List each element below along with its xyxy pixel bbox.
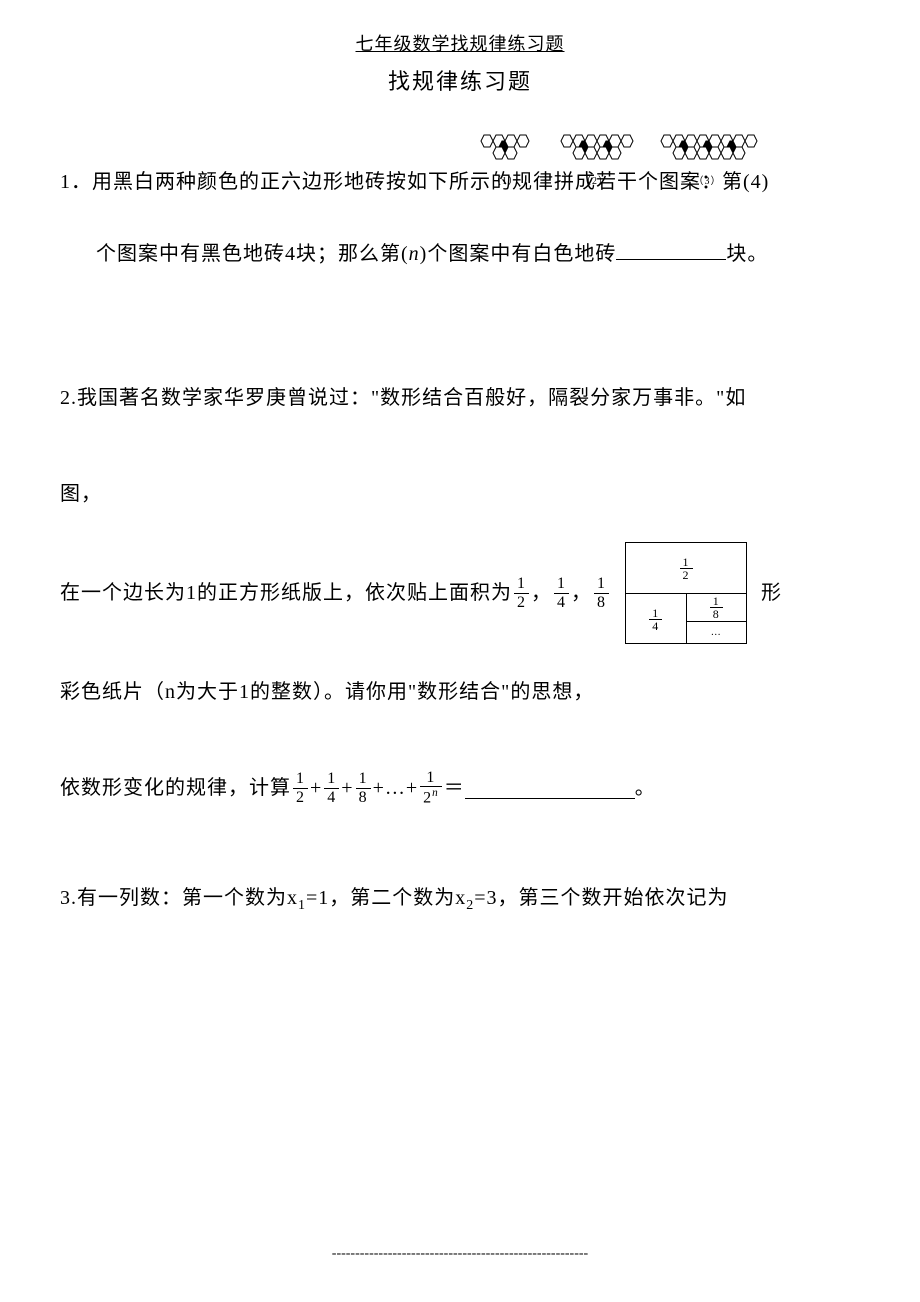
problem-2: 2.我国著名数学家华罗庚曾说过："数形结合百般好，隔裂分家万事非。"如 图， 在… <box>60 350 860 836</box>
problem-text: 图， <box>60 483 102 505</box>
fraction-half: 12 <box>293 770 308 806</box>
hexagon-diagram-icon <box>475 131 535 161</box>
problem-1-line2: 个图案中有黑色地砖4块；那么第(n)个图案中有白色地砖 块。 <box>60 218 860 290</box>
square-bottom: 14 18 … <box>626 594 746 644</box>
problem-text: =1，第二个数为x <box>306 887 466 909</box>
problem-number: 1． <box>60 171 92 193</box>
running-header: 七年级数学找规律练习题 <box>60 30 860 56</box>
figure-label: （3） <box>694 164 722 200</box>
problem-2-line3: 彩色纸片（n为大于1的整数）。请你用"数形结合"的思想， <box>60 644 860 740</box>
problem-text: 个图案中有黑色地砖4块；那么第( <box>96 243 409 265</box>
square-br-bot: … <box>687 622 747 645</box>
hexagon-diagram-icon <box>655 131 760 161</box>
blank-answer <box>465 778 635 799</box>
comma: ， <box>571 545 592 641</box>
problem-2-line2: 在一个边长为1的正方形纸版上，依次贴上面积为 12 ， 14 ， 18 12 1… <box>60 542 860 644</box>
problem-number: 3. <box>60 887 77 909</box>
square-bottom-right: 18 … <box>687 594 747 644</box>
problem-text: 形 <box>761 545 782 641</box>
fraction-quarter: 14 <box>554 575 569 611</box>
problem-1-line1: 1．用黑白两种颜色的正六边形地砖按如下所示的规律拼成若干个图案：第(4) （1） <box>60 146 860 218</box>
problem-3: 3.有一列数：第一个数为x1=1，第二个数为x2=3，第三个数开始依次记为 <box>60 876 860 922</box>
fraction-eighth: 18 <box>356 770 371 806</box>
problem-number: 2. <box>60 387 77 409</box>
blank-answer <box>616 239 726 260</box>
problem-text: 块。 <box>726 243 768 265</box>
variable-n: n <box>409 243 420 265</box>
page: 七年级数学找规律练习题 找规律练习题 1．用黑白两种颜色的正六边形地砖按如下所示… <box>0 0 920 1302</box>
problem-2-line4: 依数形变化的规律，计算 12 + 14 + 18 +…+ 12n ＝ 。 <box>60 740 860 836</box>
problem-1: 1．用黑白两种颜色的正六边形地砖按如下所示的规律拼成若干个图案：第(4) （1） <box>60 146 860 290</box>
period: 。 <box>635 740 656 836</box>
plus: + <box>341 740 353 836</box>
equals: ＝ <box>444 740 465 836</box>
problem-text: 我国著名数学家华罗庚曾说过："数形结合百般好，隔裂分家万事非。"如 <box>77 387 746 409</box>
square-bottom-left: 14 <box>626 594 687 644</box>
hex-figure-1: （1） <box>475 131 535 200</box>
square-top-half: 12 <box>626 543 746 594</box>
problem-text: 有一列数：第一个数为x <box>77 887 298 909</box>
subscript: 1 <box>298 898 306 913</box>
page-title: 找规律练习题 <box>60 64 860 96</box>
problem-text: 彩色纸片（n为大于1的整数）。请你用"数形结合"的思想， <box>60 681 594 703</box>
comma: ， <box>531 545 552 641</box>
footer-separator: ----------------------------------------… <box>0 1246 920 1262</box>
problem-text: =3，第三个数开始依次记为 <box>474 887 728 909</box>
fraction-half: 12 <box>514 575 529 611</box>
problem-text: )个图案中有白色地砖 <box>420 243 617 265</box>
fraction-eighth: 18 <box>594 575 609 611</box>
figure-label: （2） <box>581 164 609 200</box>
hexagon-diagram-icon <box>555 131 635 161</box>
plus-dots: +…+ <box>373 740 419 836</box>
hex-figure-2: （2） <box>555 131 635 200</box>
square-diagram: 12 14 18 … <box>625 542 747 644</box>
fraction-icon: 14 <box>649 607 662 632</box>
problem-text: 在一个边长为1的正方形纸版上，依次贴上面积为 <box>60 545 512 641</box>
problem-text: 依数形变化的规律，计算 <box>60 740 291 836</box>
problem-2-line1b: 图， <box>60 446 860 542</box>
fraction-icon: 12 <box>680 556 693 581</box>
hex-figures: （1） <box>475 131 760 200</box>
problem-2-line1: 2.我国著名数学家华罗庚曾说过："数形结合百般好，隔裂分家万事非。"如 <box>60 350 860 446</box>
figure-label: （1） <box>491 164 519 200</box>
fraction-quarter: 14 <box>324 770 339 806</box>
hex-figure-3: （3） <box>655 131 760 200</box>
plus: + <box>310 740 322 836</box>
fraction-2n: 12n <box>420 769 442 808</box>
